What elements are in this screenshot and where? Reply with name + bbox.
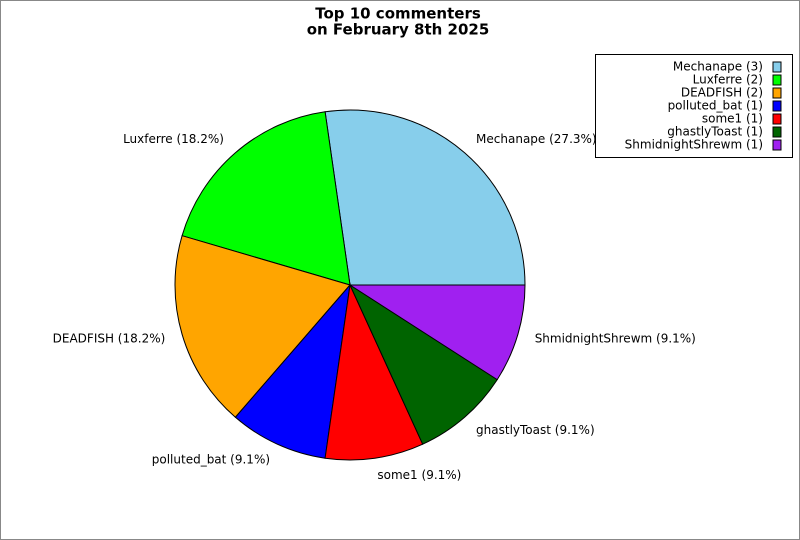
- slice-label: some1 (9.1%): [377, 468, 461, 482]
- slice-label: ShmidnightShrewm (9.1%): [535, 332, 696, 346]
- pie-slice: [324, 283, 424, 461]
- legend-label: ShmidnightShrewm (1): [625, 138, 763, 152]
- slice-label: Luxferre (18.2%): [123, 132, 224, 146]
- slice-label: polluted_bat (9.1%): [152, 453, 270, 467]
- legend-swatch: [772, 113, 782, 125]
- legend-label: Luxferre (2): [693, 73, 763, 87]
- pie-slice: [234, 283, 351, 459]
- legend-label: Mechanape (3): [673, 60, 763, 74]
- legend-swatch: [772, 126, 782, 138]
- slice-label: DEADFISH (18.2%): [53, 332, 166, 346]
- legend-label: ghastlyToast (1): [667, 125, 763, 139]
- pie-slice: [174, 235, 351, 418]
- legend-swatch: [772, 74, 782, 86]
- slice-label: ghastlyToast (9.1%): [476, 423, 595, 437]
- legend-swatch: [772, 100, 782, 112]
- pie-slice: [348, 283, 498, 445]
- legend-label: some1 (1): [702, 112, 763, 126]
- legend-label: polluted_bat (1): [668, 99, 763, 113]
- pie-slice: [181, 111, 351, 286]
- pie-slice: [348, 284, 526, 381]
- legend-swatch: [772, 139, 782, 151]
- legend-swatch: [772, 87, 782, 99]
- chart-title: on February 8th 2025: [307, 21, 490, 39]
- chart-title: Top 10 commenters: [315, 5, 481, 23]
- pie-slice: [324, 109, 526, 286]
- legend-box: [595, 54, 793, 158]
- legend-label: DEADFISH (2): [681, 86, 763, 100]
- legend-swatch: [772, 61, 782, 73]
- slice-label: Mechanape (27.3%): [476, 132, 597, 146]
